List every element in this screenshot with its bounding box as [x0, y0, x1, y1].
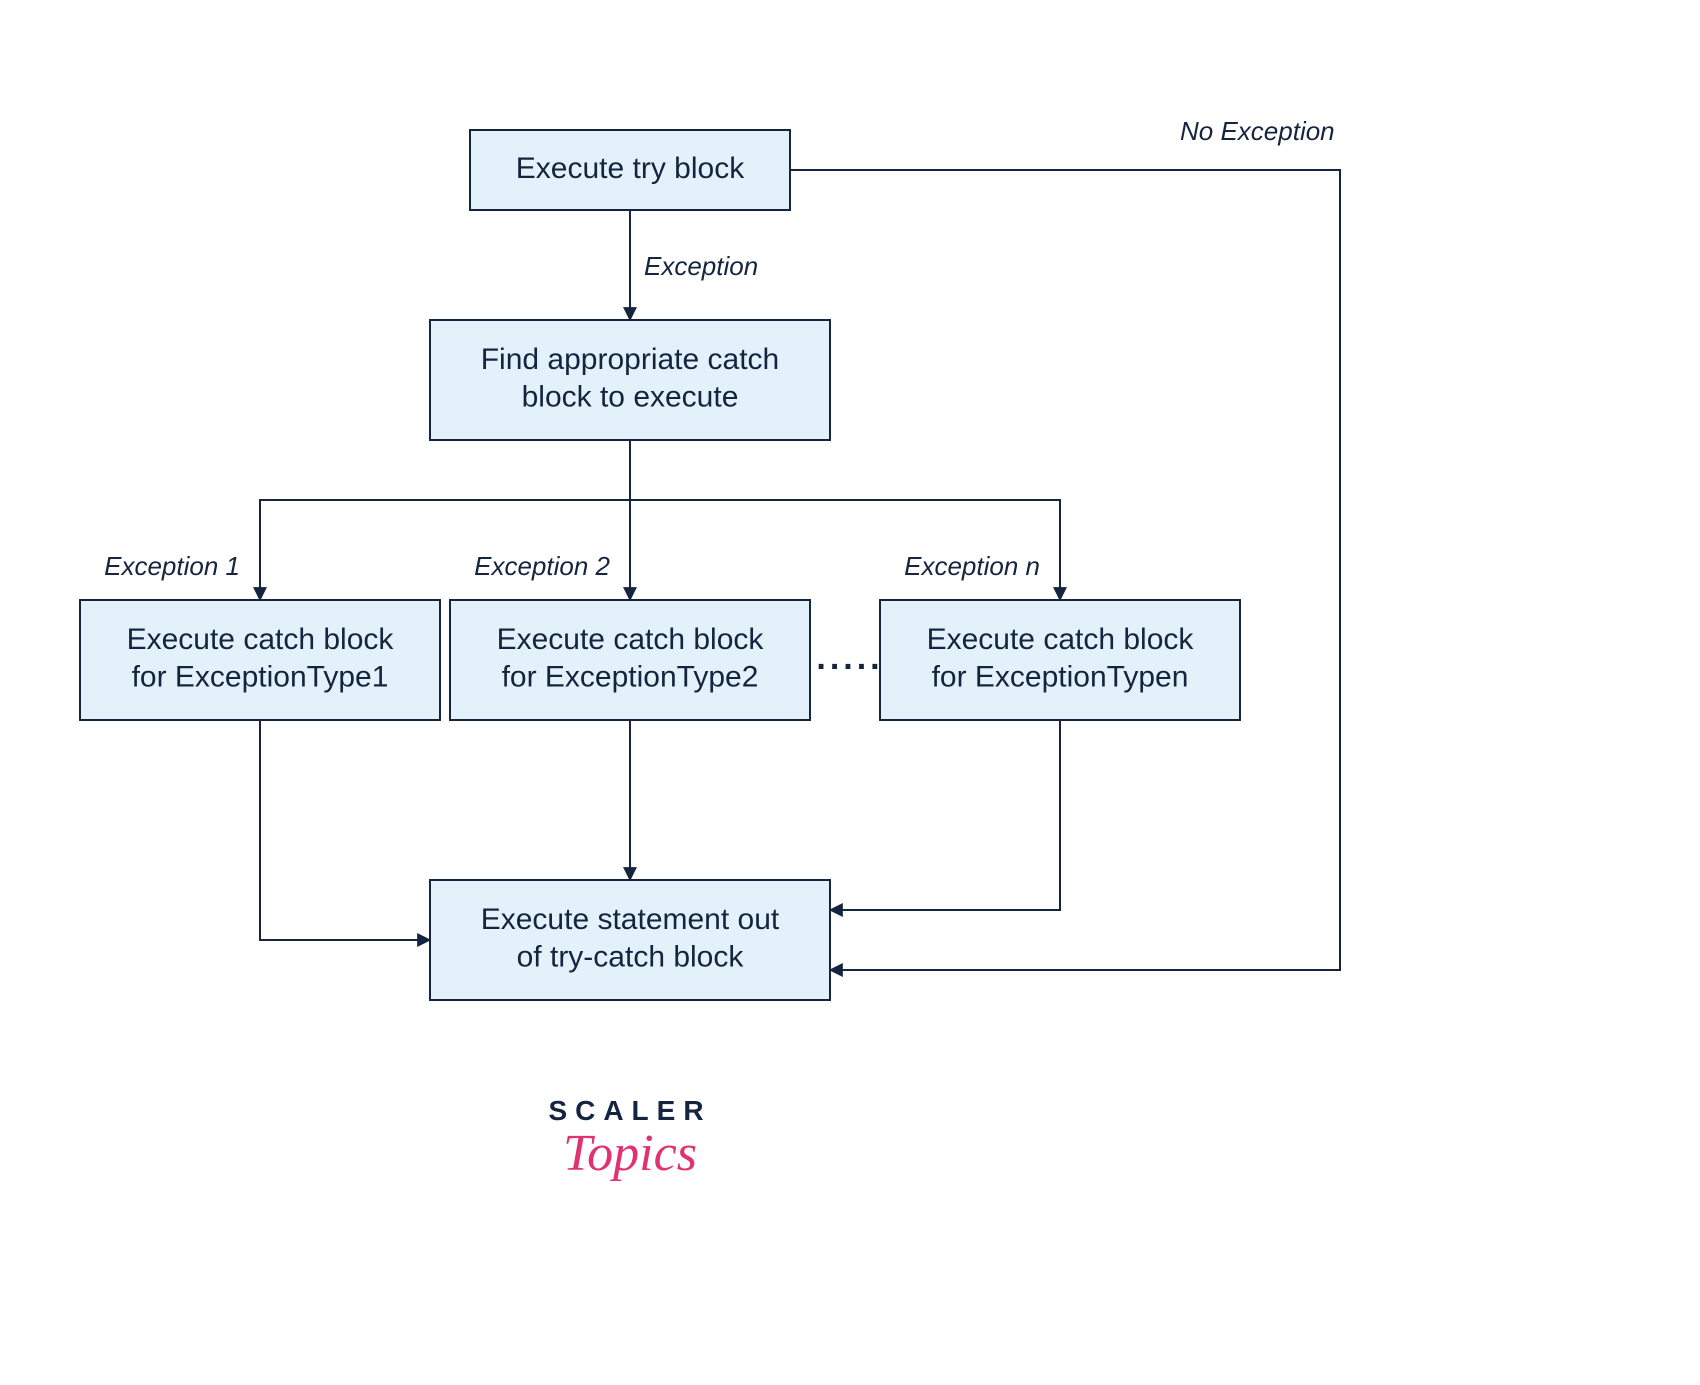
ellipsis: .....: [816, 639, 883, 677]
node-text-catchn-l1: for ExceptionTypen: [932, 661, 1189, 694]
edge-label-e-find-branch2: Exception 2: [474, 551, 610, 581]
node-text-try-l0: Execute try block: [516, 152, 745, 185]
node-try: Execute try block: [470, 130, 790, 210]
node-find: Find appropriate catch block to execute: [430, 320, 830, 440]
edge-e-find-branchn: [630, 500, 1060, 600]
node-text-find-l1: block to execute: [522, 381, 739, 414]
node-text-catch2-l1: for ExceptionType2: [502, 661, 759, 694]
node-text-find-l0: Find appropriate catch: [481, 343, 780, 376]
node-text-catch1-l0: Execute catch block: [127, 623, 395, 656]
edge-e-catch1-out: [260, 720, 430, 940]
node-catch1: Execute catch block for ExceptionType1: [80, 600, 440, 720]
node-text-catchn-l0: Execute catch block: [927, 623, 1195, 656]
node-out: Execute statement out of try-catch block: [430, 880, 830, 1000]
node-text-catch2-l0: Execute catch block: [497, 623, 765, 656]
edge-label-e-find-branchn: Exception n: [904, 551, 1040, 581]
edge-label-e-try-find: Exception: [644, 251, 758, 281]
edge-e-catchn-out: [830, 720, 1060, 910]
node-catchn: Execute catch block for ExceptionTypen: [880, 600, 1240, 720]
edge-label-e-try-noexc: No Exception: [1180, 116, 1335, 146]
node-text-out-l0: Execute statement out: [481, 903, 780, 936]
logo-topics-text: Topics: [563, 1125, 697, 1182]
edge-e-try-noexc: [790, 170, 1340, 970]
node-text-catch1-l1: for ExceptionType1: [132, 661, 389, 694]
node-catch2: Execute catch block for ExceptionType2: [450, 600, 810, 720]
node-text-out-l1: of try-catch block: [517, 941, 745, 974]
edge-label-e-find-branch1: Exception 1: [104, 551, 240, 581]
logo-scaler-text: SCALER: [548, 1095, 711, 1126]
